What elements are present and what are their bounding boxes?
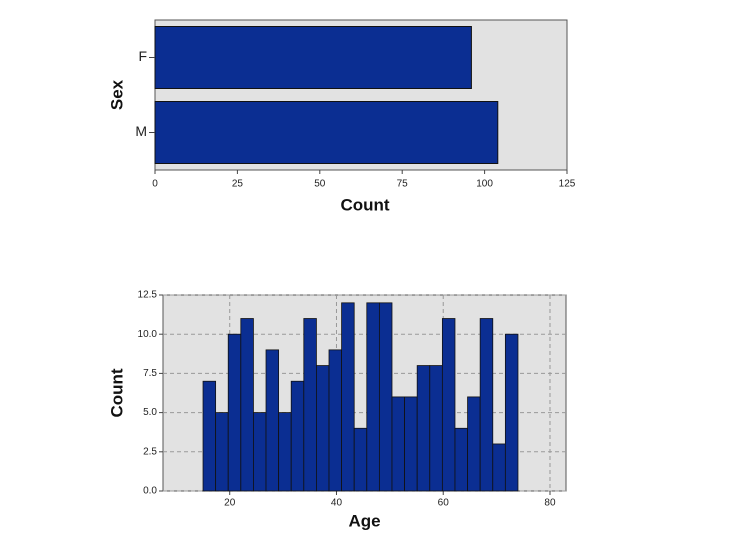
bar: [467, 396, 481, 492]
y-tick-label: 0.0: [143, 486, 157, 497]
bar: [215, 412, 229, 492]
y-axis-title: Sex: [107, 79, 126, 110]
x-tick-label: 20: [224, 498, 236, 509]
x-tick-label: 50: [314, 179, 326, 190]
bar: [454, 427, 468, 492]
x-tick-label: 25: [232, 179, 244, 190]
bar: [353, 427, 368, 492]
bar: [303, 318, 317, 492]
x-tick-label: 60: [438, 498, 450, 509]
bar: [366, 302, 380, 492]
bar: [492, 443, 506, 492]
bar: [341, 302, 355, 492]
x-tick-label: 0: [152, 179, 158, 190]
bar: [202, 380, 217, 492]
bar: [416, 365, 431, 492]
y-tick-label: 7.5: [143, 368, 157, 379]
bar: [479, 318, 494, 492]
bar: [441, 318, 456, 492]
bar: [253, 412, 267, 492]
bar: [378, 302, 393, 492]
bar: [328, 349, 343, 492]
y-tick-label: 2.5: [143, 446, 157, 457]
bar: [316, 365, 330, 492]
x-tick-label: 40: [331, 498, 343, 509]
bar: [265, 349, 280, 492]
bar: [391, 396, 405, 492]
y-tick-label: 10.0: [138, 329, 158, 340]
y-tick-label: 12.5: [138, 290, 158, 301]
x-tick-label: 75: [397, 179, 409, 190]
y-tick-label: 5.0: [143, 407, 157, 418]
x-tick-label: 100: [476, 179, 493, 190]
x-axis-title: Count: [340, 195, 389, 214]
y-tick-label: F: [138, 48, 147, 64]
bar: [240, 318, 254, 492]
bar: [154, 26, 472, 89]
bar: [154, 101, 499, 164]
y-axis-title: Count: [107, 368, 126, 417]
x-tick-label: 80: [544, 498, 556, 509]
bar: [429, 365, 443, 492]
bar: [404, 396, 418, 492]
bar: [278, 412, 292, 492]
bar: [290, 380, 305, 492]
y-tick-label: M: [135, 123, 147, 139]
x-axis-title: Age: [348, 511, 380, 530]
bar: [504, 333, 519, 492]
x-tick-label: 125: [559, 179, 576, 190]
bar: [227, 333, 242, 492]
